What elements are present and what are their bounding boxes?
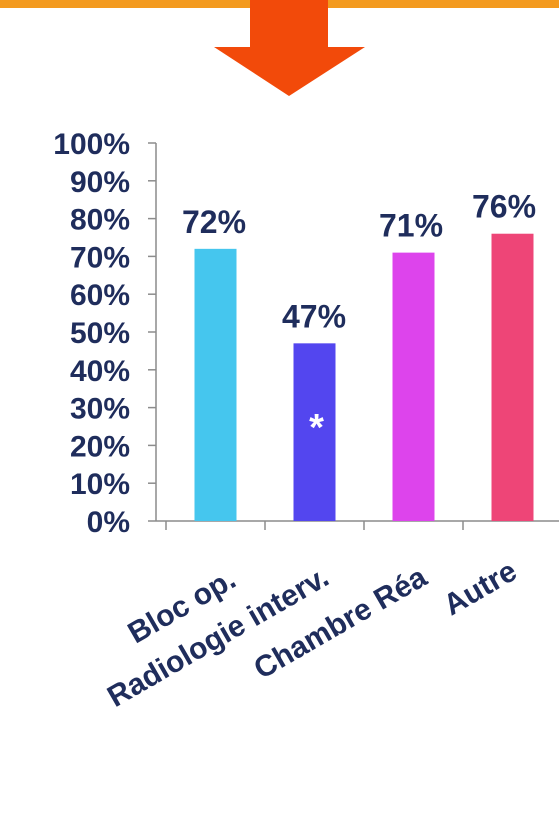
bar <box>293 343 336 521</box>
bar <box>194 248 237 521</box>
bars <box>194 233 534 521</box>
y-tick-label: 20% <box>70 430 130 463</box>
x-category-label: Autre <box>438 554 522 622</box>
bar <box>491 233 534 521</box>
y-tick-label: 0% <box>87 506 130 539</box>
significance-asterisk: * <box>309 407 324 449</box>
down-arrow-icon <box>214 0 365 96</box>
y-tick-label: 70% <box>70 241 130 274</box>
y-axis-tick-labels: 0% 10% 20% 30% 40% 50% 60% 70% 80% 90% 100% <box>53 128 130 539</box>
y-tick-label: 80% <box>70 204 130 237</box>
data-labels: 72% 47% 71% 76% * <box>182 189 536 449</box>
y-tick-label: 90% <box>70 166 130 199</box>
data-label: 47% <box>282 298 346 334</box>
y-tick-label: 50% <box>70 317 130 350</box>
y-tick-label: 40% <box>70 355 130 388</box>
y-tick-label: 100% <box>53 128 130 161</box>
y-tick-label: 60% <box>70 279 130 312</box>
down-arrow-shape <box>214 0 365 96</box>
y-tick-label: 10% <box>70 468 130 501</box>
data-label: 76% <box>472 189 536 225</box>
y-tick-label: 30% <box>70 393 130 426</box>
x-axis-category-labels: Bloc op.Radiologie interv.Chambre Réa Aut… <box>102 554 523 713</box>
bar <box>392 252 435 521</box>
data-label: 72% <box>182 204 246 240</box>
x-category-label: Chambre Réa <box>249 560 433 685</box>
data-label: 71% <box>379 208 443 244</box>
